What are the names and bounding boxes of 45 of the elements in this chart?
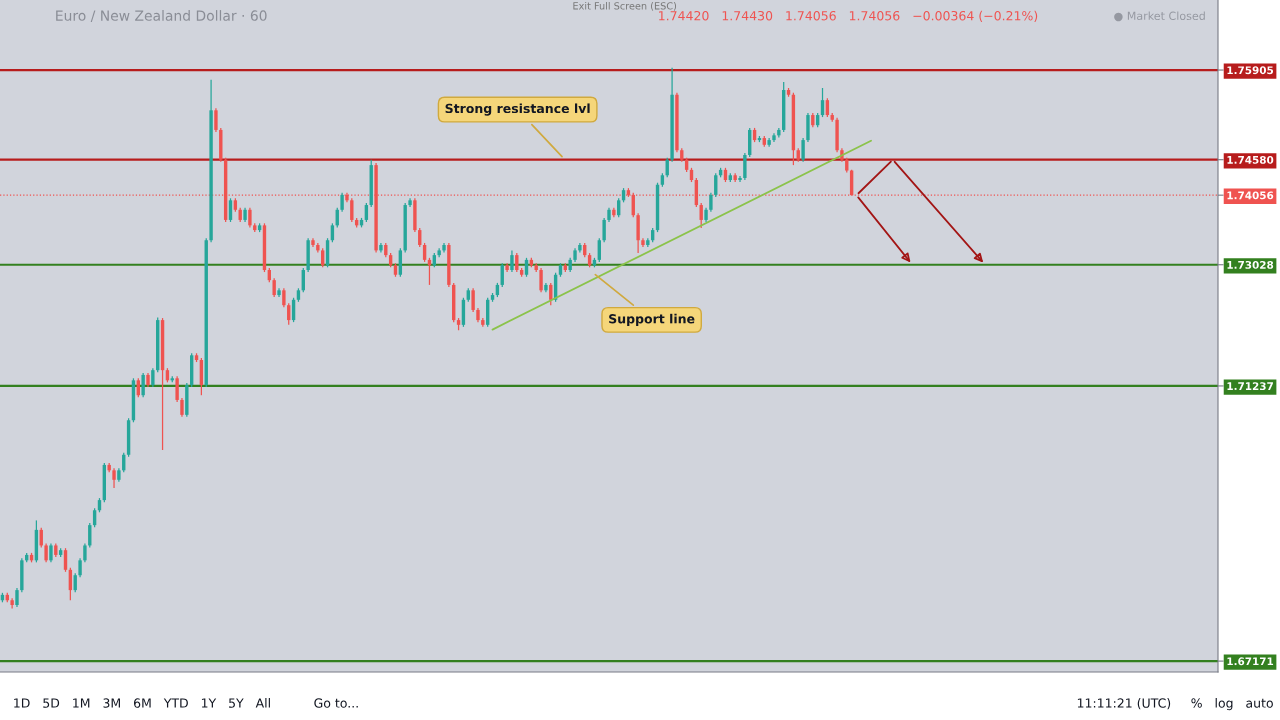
candlestick — [350, 197, 354, 223]
annotation: Support line — [609, 313, 695, 326]
candlestick — [471, 287, 475, 313]
candlestick — [49, 542, 53, 563]
annotation: ● Market Closed — [1114, 11, 1205, 22]
y-tick-label: 1.71237 — [1227, 382, 1273, 391]
candlestick — [44, 542, 48, 563]
annotation: Strong resistance lvl — [445, 103, 590, 116]
candlestick — [175, 375, 179, 403]
text: Euro / New Zealand Dollar · 60 — [56, 10, 267, 22]
candlestick — [801, 137, 805, 163]
y-tick-label: 1.73028 — [1227, 260, 1274, 269]
candlestick — [597, 237, 601, 263]
text: Go to... — [314, 698, 358, 708]
text: 1D 5D 1M 3M 6M YTD 1Y 5Y All — [14, 698, 270, 708]
candlestick — [709, 192, 713, 213]
candlestick — [63, 547, 68, 573]
candlestick — [15, 587, 19, 608]
candlestick — [112, 467, 116, 489]
text: % log auto — [1191, 698, 1273, 711]
annotation: 1.74420 1.74430 1.74056 1.74056 −0.00364 (−0.21%) — [659, 10, 1038, 22]
candlestick — [151, 367, 155, 388]
candlestick — [78, 557, 82, 578]
y-tick-label: 1.74580 — [1227, 155, 1274, 164]
candlestick — [83, 542, 87, 563]
candlestick — [248, 207, 252, 229]
annotation: Exit Full Screen (ESC) — [573, 2, 677, 11]
candlestick — [738, 175, 742, 183]
y-tick-label: 1.67171 — [1227, 657, 1274, 666]
text: 11:11:21 (UTC) — [1077, 698, 1171, 710]
candlestick — [272, 277, 276, 298]
candlestick — [500, 262, 504, 288]
candlestick — [340, 192, 344, 213]
candlestick — [214, 107, 218, 133]
candlestick — [539, 267, 543, 293]
candlestick — [743, 152, 747, 181]
candlestick — [180, 397, 184, 418]
candlestick — [714, 172, 718, 198]
candlestick — [141, 372, 145, 398]
candlestick — [602, 217, 606, 243]
candlestick — [282, 287, 286, 308]
candlestick — [510, 249, 514, 273]
y-tick-label: 1.74056 — [1227, 191, 1274, 200]
y-tick-label: 1.75905 — [1227, 66, 1274, 75]
candlestick — [228, 197, 233, 223]
